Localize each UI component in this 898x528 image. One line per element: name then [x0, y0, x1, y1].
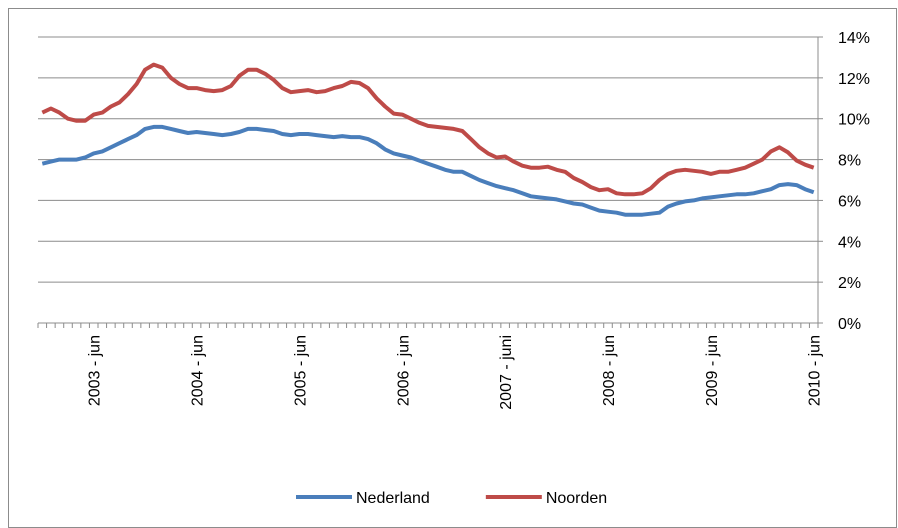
- x-tick-label: 2005 - jun: [292, 335, 309, 406]
- y-tick-label: 4%: [838, 234, 861, 251]
- x-tick-label: 2006 - jun: [395, 335, 412, 406]
- x-tick-label: 2003 - jun: [87, 335, 104, 406]
- line-series: [41, 62, 815, 197]
- x-tick-label: 2007 - juni: [498, 335, 515, 410]
- y-tick-label: 6%: [838, 193, 861, 210]
- y-tick-label: 0%: [838, 316, 861, 333]
- y-tick-label: 14%: [838, 30, 870, 47]
- line-series: [41, 124, 815, 217]
- y-tick-label: 2%: [838, 275, 861, 292]
- x-tick-label: 2009 - jun: [704, 335, 721, 406]
- x-tick-label: 2008 - jun: [601, 335, 618, 406]
- x-tick-label: 2004 - jun: [190, 335, 207, 406]
- legend-label: Noorden: [546, 490, 607, 507]
- chart-frame: [8, 8, 897, 528]
- y-tick-label: 8%: [838, 153, 861, 170]
- legend-label: Nederland: [356, 490, 430, 507]
- y-tick-label: 12%: [838, 71, 870, 88]
- x-tick-label: 2010 - jun: [807, 335, 824, 406]
- y-tick-label: 10%: [838, 112, 870, 129]
